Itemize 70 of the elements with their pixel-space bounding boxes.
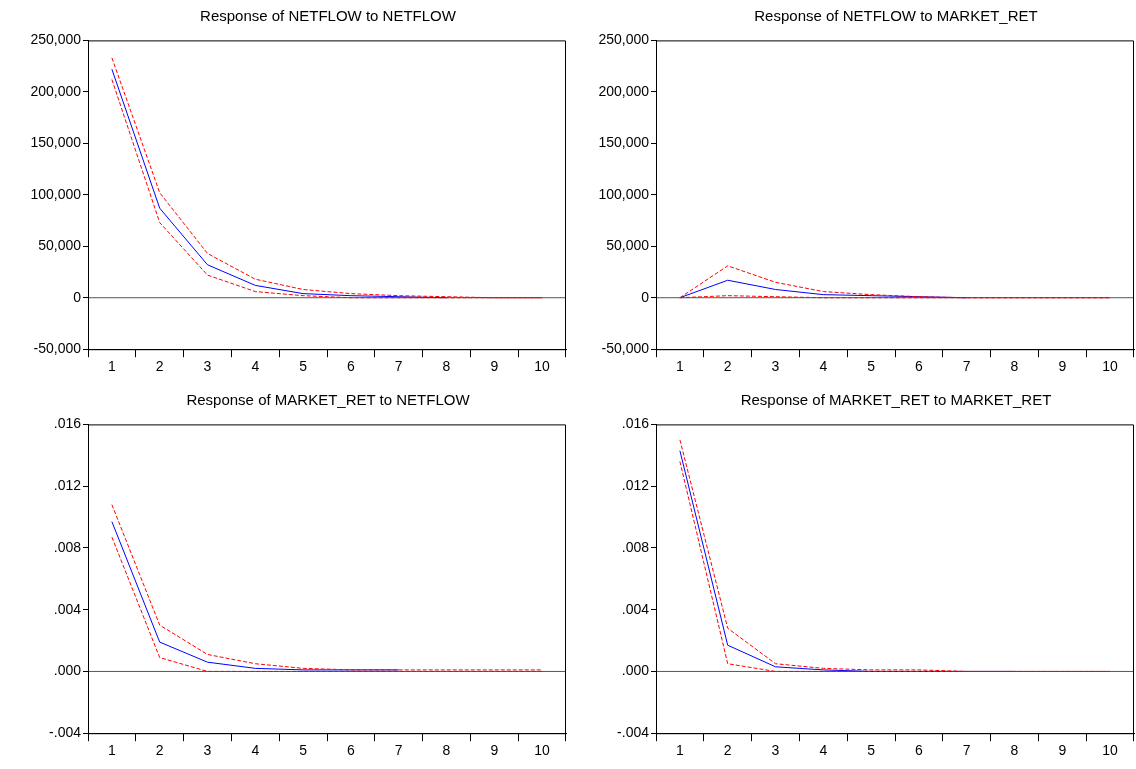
x-tick-label: 4: [819, 742, 828, 759]
x-tick-label: 8: [1010, 742, 1019, 759]
y-tick-label: 200,000: [598, 82, 650, 99]
y-tick-label: .004: [621, 600, 650, 617]
x-tick-label: 2: [723, 358, 732, 375]
y-tick-label: .008: [53, 538, 82, 555]
y-tick-label: 150,000: [30, 134, 82, 151]
y-tick-label: .000: [53, 662, 82, 679]
x-tick-label: 8: [442, 742, 451, 759]
y-tick-label: 0: [641, 288, 650, 305]
x-tick-label: 3: [771, 742, 780, 759]
x-tick-label: 1: [108, 358, 116, 375]
x-tick-label: 9: [490, 358, 499, 375]
x-tick-label: 3: [203, 742, 212, 759]
y-tick-label: 0: [73, 288, 82, 305]
x-tick-label: 2: [155, 742, 164, 759]
x-tick-label: 5: [299, 358, 308, 375]
chart-title: Response of NETFLOW to NETFLOW: [199, 7, 457, 24]
x-tick-label: 8: [1010, 358, 1019, 375]
x-tick-label: 10: [1102, 358, 1119, 375]
x-tick-label: 5: [299, 742, 308, 759]
x-tick-label: 2: [723, 742, 732, 759]
y-tick-label: .016: [621, 415, 650, 432]
y-tick-label: .008: [621, 538, 650, 555]
x-tick-label: 1: [676, 358, 684, 375]
y-tick-label: .000: [621, 662, 650, 679]
y-tick-label: .016: [53, 415, 82, 432]
x-tick-label: 7: [394, 358, 403, 375]
x-tick-label: 9: [1058, 358, 1067, 375]
y-tick-label: -.004: [49, 724, 82, 741]
y-tick-label: .012: [621, 477, 650, 494]
x-tick-label: 6: [915, 742, 923, 759]
x-tick-label: 6: [915, 358, 923, 375]
x-tick-label: 3: [771, 358, 780, 375]
x-tick-label: 7: [962, 742, 971, 759]
x-tick-label: 4: [251, 358, 260, 375]
y-tick-label: .012: [53, 477, 82, 494]
y-tick-label: 150,000: [598, 134, 650, 151]
y-tick-label: .004: [53, 600, 82, 617]
y-tick-label: 50,000: [38, 237, 82, 254]
x-tick-label: 2: [155, 358, 164, 375]
x-tick-label: 4: [251, 742, 260, 759]
y-tick-label: -.004: [617, 724, 650, 741]
x-tick-label: 4: [819, 358, 828, 375]
x-tick-label: 3: [203, 358, 212, 375]
x-tick-label: 6: [347, 742, 355, 759]
chart-title: Response of NETFLOW to MARKET_RET: [753, 7, 1039, 24]
chart-title: Response of MARKET_RET to NETFLOW: [185, 391, 471, 408]
x-tick-label: 8: [442, 358, 451, 375]
x-tick-label: 9: [490, 742, 499, 759]
y-tick-label: 250,000: [30, 31, 82, 48]
x-tick-label: 5: [867, 358, 876, 375]
chart-title: Response of MARKET_RET to MARKET_RET: [739, 391, 1053, 408]
x-tick-label: 6: [347, 358, 355, 375]
y-tick-label: 250,000: [598, 31, 650, 48]
y-tick-label: 100,000: [598, 185, 650, 202]
x-tick-label: 7: [962, 358, 971, 375]
x-tick-label: 9: [1058, 742, 1067, 759]
x-tick-label: 10: [1102, 742, 1119, 759]
x-tick-label: 5: [867, 742, 876, 759]
x-tick-label: 10: [534, 358, 551, 375]
y-tick-label: 50,000: [606, 237, 650, 254]
y-tick-label: 100,000: [30, 185, 82, 202]
x-tick-label: 1: [108, 742, 116, 759]
x-tick-label: 1: [676, 742, 684, 759]
y-tick-label: 200,000: [30, 82, 82, 99]
y-tick-label: -50,000: [33, 340, 82, 357]
x-tick-label: 10: [534, 742, 551, 759]
y-tick-label: -50,000: [601, 340, 650, 357]
x-tick-label: 7: [394, 742, 403, 759]
